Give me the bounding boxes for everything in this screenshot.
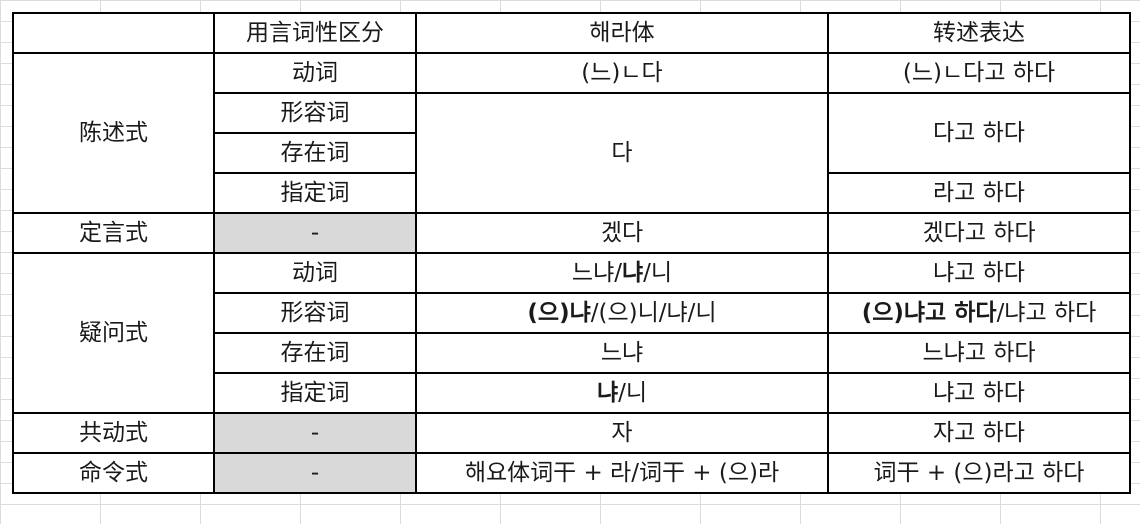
text-part: /니	[643, 259, 673, 286]
propositive-haera[interactable]: 자	[415, 412, 829, 454]
propositive-reported[interactable]: 자고 하다	[827, 412, 1131, 454]
interrogative-verb-reported[interactable]: 냐고 하다	[827, 252, 1131, 294]
declarative-verb-reported[interactable]: (느)ㄴ다고 하다	[827, 52, 1131, 94]
text-part: /니	[618, 379, 648, 406]
table-row: 共动式 - 자 자고 하다	[12, 412, 1131, 454]
imperative-label-cell[interactable]: 命令式	[12, 452, 215, 494]
declarative-existential-type[interactable]: 存在词	[213, 132, 417, 174]
propositive-type-cell[interactable]: -	[213, 412, 417, 454]
assertive-haera[interactable]: 겠다	[415, 212, 829, 254]
interrogative-adjective-reported[interactable]: (으)냐고 하다/냐고 하다	[827, 292, 1131, 334]
table-row: 指定词 냐/니 냐고 하다	[13, 372, 1131, 414]
imperative-type-cell[interactable]: -	[213, 452, 417, 494]
header-row: 用言词性区分 해라体 转述表达	[12, 12, 1131, 54]
imperative-reported[interactable]: 词干 + (으)라고 하다	[827, 452, 1131, 494]
header-reported-cell[interactable]: 转述表达	[827, 12, 1131, 54]
bold-text-part: 냐	[596, 379, 619, 406]
interrogative-adjective-type[interactable]: 形容词	[213, 292, 417, 334]
interrogative-copula-reported[interactable]: 냐고 하다	[827, 372, 1131, 414]
declarative-verb-type[interactable]: 动词	[213, 52, 417, 94]
text-part: /(으)니/냐/니	[590, 299, 717, 326]
interrogative-label-cell[interactable]: 疑问式	[12, 252, 215, 414]
interrogative-copula-haera[interactable]: 냐/니	[415, 372, 829, 414]
declarative-copula-reported[interactable]: 라고 하다	[827, 172, 1131, 214]
propositive-label-cell[interactable]: 共动式	[12, 412, 215, 454]
table-row: 存在词 느냐 느냐고 하다	[13, 332, 1131, 374]
text-part: 느냐/	[571, 259, 622, 286]
interrogative-existential-haera[interactable]: 느냐	[415, 332, 829, 374]
imperative-haera[interactable]: 해요体词干 + 라/词干 + (으)라	[415, 452, 829, 494]
bold-text-part: (으)냐고 하다	[861, 299, 997, 326]
korean-ending-table: 用言词性区分 해라体 转述表达 陈述式 动词 (느)ㄴ다 (느)ㄴ다고 하다 形…	[12, 12, 1131, 494]
declarative-merged-haera[interactable]: 다	[415, 92, 829, 214]
table-row: 疑问式 动词 느냐/냐/니 냐고 하다	[12, 252, 1131, 414]
interrogative-adjective-haera[interactable]: (으)냐/(으)니/냐/니	[415, 292, 829, 334]
table-row: 指定词 라고 하다	[13, 172, 1131, 214]
interrogative-verb-type[interactable]: 动词	[213, 252, 417, 294]
table-row: 形容词 (으)냐/(으)니/냐/니 (으)냐고 하다/냐고 하다	[13, 292, 1131, 334]
assertive-label-cell[interactable]: 定言式	[12, 212, 215, 254]
declarative-copula-type[interactable]: 指定词	[213, 172, 417, 214]
header-haera-cell[interactable]: 해라体	[415, 12, 829, 54]
bold-text-part: 냐	[621, 259, 644, 286]
assertive-reported[interactable]: 겠다고 하다	[827, 212, 1131, 254]
interrogative-existential-type[interactable]: 存在词	[213, 332, 417, 374]
declarative-merged-reported[interactable]: 다고 하다	[827, 92, 1131, 174]
declarative-adjective-type[interactable]: 形容词	[213, 92, 417, 134]
text-part: /냐고 하다	[996, 299, 1097, 326]
interrogative-copula-type[interactable]: 指定词	[213, 372, 417, 414]
header-type-cell[interactable]: 用言词性区分	[213, 12, 417, 54]
table-row: 存在词	[13, 132, 1130, 174]
table-row: 命令式 - 해요体词干 + 라/词干 + (으)라 词干 + (으)라고 하다	[12, 452, 1131, 494]
table-row: 陈述式 动词 (느)ㄴ다 (느)ㄴ다고 하다	[12, 52, 1131, 214]
assertive-type-cell[interactable]: -	[213, 212, 417, 254]
header-empty-cell[interactable]	[12, 12, 215, 54]
table-row: 定言式 - 겠다 겠다고 하다	[12, 212, 1131, 254]
bold-text-part: (으)냐	[527, 299, 591, 326]
interrogative-verb-haera[interactable]: 느냐/냐/니	[415, 252, 829, 294]
table-row: 形容词 다 다고 하다	[13, 92, 1131, 214]
interrogative-existential-reported[interactable]: 느냐고 하다	[827, 332, 1131, 374]
declarative-verb-haera[interactable]: (느)ㄴ다	[415, 52, 829, 94]
declarative-label-cell[interactable]: 陈述式	[12, 52, 215, 214]
